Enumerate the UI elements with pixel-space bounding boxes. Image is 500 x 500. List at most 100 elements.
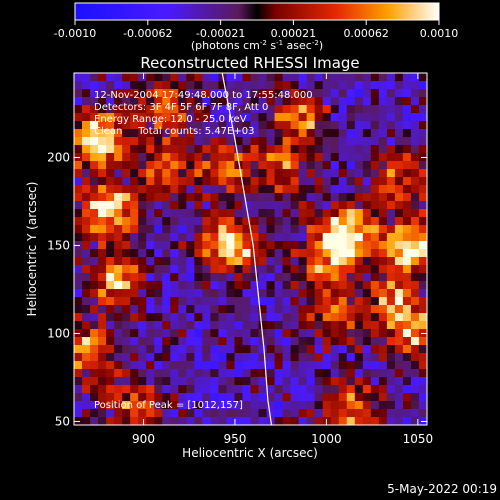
image-pixel	[106, 321, 115, 330]
image-pixel	[274, 161, 283, 170]
image-pixel	[338, 201, 348, 210]
image-pixel	[258, 73, 267, 82]
image-pixel	[178, 137, 187, 146]
image-pixel	[74, 105, 83, 114]
image-pixel	[186, 81, 195, 90]
image-pixel	[202, 145, 211, 154]
image-pixel	[178, 305, 187, 314]
image-pixel	[226, 97, 235, 106]
image-pixel	[98, 241, 107, 250]
plot-frame	[73, 72, 428, 426]
image-pixel	[354, 241, 364, 250]
image-pixel	[306, 193, 316, 202]
image-pixel	[242, 393, 251, 402]
image-pixel	[258, 225, 267, 234]
image-pixel	[250, 169, 259, 178]
image-pixel	[362, 257, 372, 266]
image-pixel	[194, 137, 203, 146]
image-pixel	[394, 369, 404, 378]
image-pixel	[122, 137, 131, 146]
image-pixel	[202, 369, 211, 378]
image-pixel	[202, 281, 211, 290]
image-pixel	[82, 417, 91, 425]
image-pixel	[138, 281, 147, 290]
image-pixel	[314, 217, 324, 226]
image-pixel	[330, 145, 340, 154]
image-pixel	[338, 89, 348, 98]
image-pixel	[210, 193, 219, 202]
image-pixel	[314, 121, 324, 130]
image-pixel	[282, 401, 292, 410]
image-pixel	[274, 249, 283, 258]
image-pixel	[418, 89, 427, 98]
image-pixel	[250, 345, 259, 354]
image-pixel	[306, 289, 316, 298]
image-pixel	[226, 369, 235, 378]
image-pixel	[338, 409, 348, 418]
image-pixel	[394, 233, 404, 242]
image-pixel	[122, 89, 131, 98]
image-pixel	[114, 153, 123, 162]
image-pixel	[122, 225, 131, 234]
image-pixel	[218, 329, 227, 338]
image-pixel	[386, 209, 396, 218]
image-pixel	[178, 217, 187, 226]
image-pixel	[274, 313, 283, 322]
image-pixel	[170, 369, 179, 378]
image-pixel	[290, 369, 300, 378]
image-pixel	[402, 377, 412, 386]
image-pixel	[162, 401, 171, 410]
image-pixel	[250, 177, 259, 186]
image-pixel	[146, 241, 155, 250]
image-pixel	[402, 153, 412, 162]
x-tick-label: 900	[132, 432, 155, 446]
image-pixel	[162, 105, 171, 114]
image-pixel	[226, 329, 235, 338]
image-pixel	[290, 121, 300, 130]
image-pixel	[378, 137, 388, 146]
image-pixel	[258, 321, 267, 330]
image-pixel	[170, 97, 179, 106]
image-pixel	[378, 401, 388, 410]
colorbar: -0.0010 -0.00062 -0.00021 0.00021 0.00062 0.0…	[54, 2, 458, 52]
image-pixel	[322, 185, 332, 194]
image-pixel	[122, 145, 131, 154]
image-pixel	[98, 177, 107, 186]
image-pixel	[298, 409, 308, 418]
image-pixel	[170, 169, 179, 178]
image-pixel	[226, 121, 235, 130]
image-pixel	[202, 377, 211, 386]
image-pixel	[354, 137, 364, 146]
image-pixel	[386, 89, 396, 98]
image-pixel	[98, 385, 107, 394]
image-pixel	[74, 81, 83, 90]
image-pixel	[250, 265, 259, 274]
image-pixel	[378, 129, 388, 138]
image-pixel	[386, 185, 396, 194]
image-pixel	[354, 385, 364, 394]
image-pixel	[298, 73, 308, 82]
image-pixel	[306, 97, 316, 106]
image-pixel	[242, 81, 251, 90]
image-pixel	[130, 409, 139, 418]
image-pixel	[298, 97, 308, 106]
image-pixel	[162, 257, 171, 266]
image-pixel	[194, 417, 203, 425]
image-pixel	[146, 265, 155, 274]
image-pixel	[386, 393, 396, 402]
image-pixel	[106, 73, 115, 82]
image-pixel	[354, 313, 364, 322]
image-pixel	[178, 249, 187, 258]
image-pixel	[346, 153, 356, 162]
image-pixel	[90, 361, 99, 370]
image-pixel	[378, 321, 388, 330]
image-pixel	[218, 225, 227, 234]
image-pixel	[114, 329, 123, 338]
image-pixel	[242, 161, 251, 170]
image-pixel	[250, 129, 259, 138]
image-pixel	[266, 329, 275, 338]
image-pixel	[122, 97, 131, 106]
image-pixel	[122, 233, 131, 242]
image-pixel	[74, 193, 83, 202]
image-pixel	[130, 177, 139, 186]
